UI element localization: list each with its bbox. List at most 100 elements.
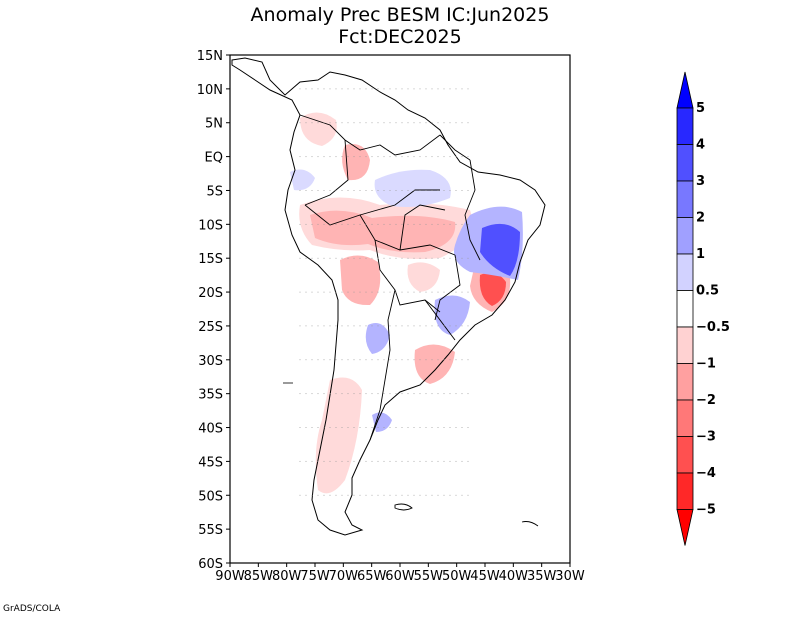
grid-dot	[377, 359, 379, 361]
grid-dot	[461, 291, 463, 293]
grid-dot	[365, 291, 367, 293]
grid-dot	[401, 393, 403, 395]
grid-dot	[419, 257, 421, 259]
grid-dot	[437, 325, 439, 327]
anomaly-patch	[300, 112, 337, 146]
grid-dot	[443, 460, 445, 462]
colorbar-swatch	[676, 436, 694, 474]
grid-dot	[323, 223, 325, 225]
grid-dot	[389, 257, 391, 259]
map-area	[229, 54, 571, 564]
grid-dot	[377, 257, 379, 259]
grid-dot	[317, 223, 319, 225]
grid-dot	[323, 460, 325, 462]
lat-tick-label: 30S	[198, 354, 223, 369]
grid-dot	[305, 359, 307, 361]
grid-dot	[341, 291, 343, 293]
lon-tick-label: 60W	[385, 569, 415, 584]
map-title-line2: Fct:DEC2025	[338, 26, 462, 48]
grid-dot	[359, 325, 361, 327]
grid-dot	[329, 257, 331, 259]
lat-tick-label: EQ	[205, 151, 223, 166]
grid-dot	[407, 223, 409, 225]
grid-dot	[407, 156, 409, 158]
grid-dot	[419, 156, 421, 158]
country-borders	[299, 114, 481, 441]
grid-dot	[317, 189, 319, 191]
grid-dot	[419, 460, 421, 462]
grid-dot	[407, 325, 409, 327]
grid-dot	[449, 291, 451, 293]
lat-tick-label: 35S	[198, 388, 223, 403]
colorbar-label: 1	[696, 247, 705, 262]
grid-dot	[437, 494, 439, 496]
grid-dot	[335, 291, 337, 293]
grid-dot	[299, 189, 301, 191]
grid-dot	[413, 156, 415, 158]
grid-dot	[323, 494, 325, 496]
grid-dot	[389, 189, 391, 191]
grid-dot	[395, 122, 397, 124]
lon-tick-label: 50W	[442, 569, 472, 584]
grid-dot	[359, 257, 361, 259]
grid-dot	[431, 291, 433, 293]
grid-dot	[425, 359, 427, 361]
anomaly-patch	[372, 412, 392, 432]
grid-dot	[359, 291, 361, 293]
grid-dot	[389, 494, 391, 496]
grid-dot	[449, 88, 451, 90]
grid-dot	[311, 223, 313, 225]
colorbar-label: −3	[696, 430, 716, 445]
grid-dot	[341, 427, 343, 429]
grid-dot	[299, 359, 301, 361]
grid-dot	[347, 325, 349, 327]
grid-dot	[431, 88, 433, 90]
grid-dot	[401, 325, 403, 327]
south-georgia	[521, 521, 539, 527]
anomaly-patch	[374, 169, 451, 207]
anomaly-patch	[479, 272, 506, 306]
grid-dot	[353, 88, 355, 90]
grid-dot	[437, 427, 439, 429]
grid-dot	[347, 460, 349, 462]
grid-dot	[311, 291, 313, 293]
grid-dot	[413, 359, 415, 361]
grid-dot	[323, 189, 325, 191]
grid-dot	[383, 122, 385, 124]
grid-dot	[395, 325, 397, 327]
grid-dot	[377, 122, 379, 124]
grid-dot	[467, 460, 469, 462]
grid-dot	[311, 494, 313, 496]
grid-dot	[437, 460, 439, 462]
grid-dot	[407, 122, 409, 124]
lat-tick-label: 20S	[198, 286, 223, 301]
grid-dot	[347, 189, 349, 191]
grid-dot	[443, 291, 445, 293]
grid-dot	[335, 494, 337, 496]
grid-dot	[383, 393, 385, 395]
colorbar-swatch	[676, 290, 694, 328]
grid-dot	[437, 223, 439, 225]
grid-dot	[371, 359, 373, 361]
grid-dot	[461, 122, 463, 124]
grid-dot	[299, 325, 301, 327]
anomaly-patch	[315, 377, 362, 494]
grid-dot	[311, 359, 313, 361]
grid-dot	[431, 460, 433, 462]
grid-dot	[371, 427, 373, 429]
grid-dot	[341, 223, 343, 225]
grid-dot	[299, 393, 301, 395]
grid-dot	[395, 223, 397, 225]
lat-tick-label: 60S	[198, 557, 223, 572]
grid-dot	[311, 393, 313, 395]
grid-dot	[389, 393, 391, 395]
grid-dot	[305, 156, 307, 158]
grid-dot	[395, 257, 397, 259]
grid-dot	[299, 257, 301, 259]
grid-dot	[311, 156, 313, 158]
grid-dot	[365, 156, 367, 158]
grid-dot	[401, 359, 403, 361]
grid-dot	[395, 88, 397, 90]
grid-dot	[317, 393, 319, 395]
